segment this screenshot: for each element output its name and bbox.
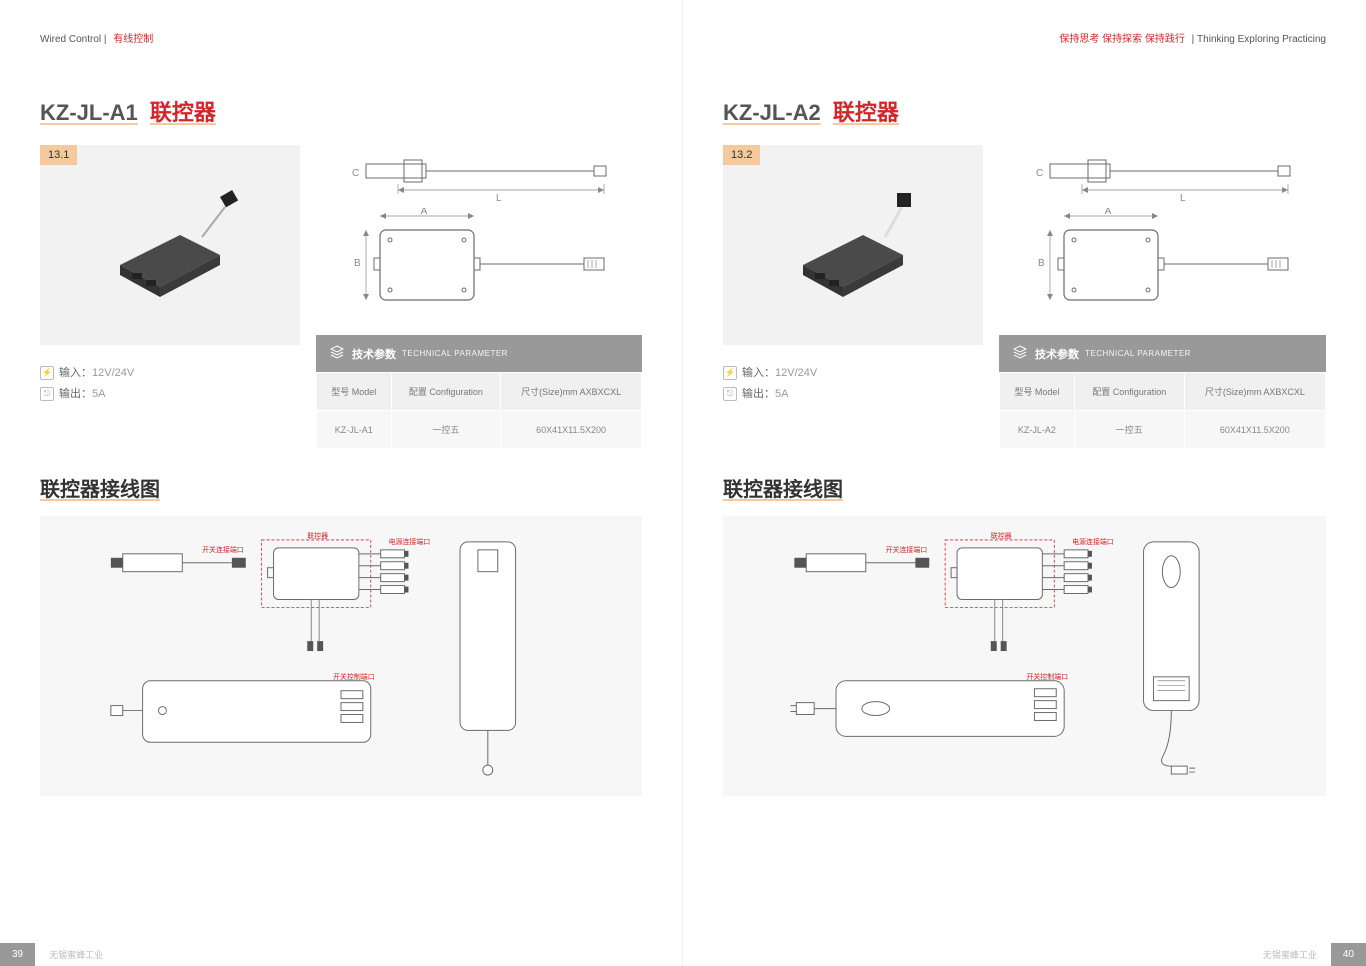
param-cn-1: 技术参数 [352,346,396,362]
page-num-left: 39 [0,943,35,966]
output-icon: ⎋ [40,387,54,401]
lbl-switch-port-2: 开关连接端口 [886,545,928,554]
input-icon-2: ⚡ [723,366,737,380]
header-left-cn: 有线控制 [113,34,153,45]
product-image-col-2: 13.2 ⚡ 输入：12V/24V [723,145,983,445]
tech-drawing-2: C L [999,145,1326,335]
wiring-title-2: 联控器接线图 [723,473,843,502]
th-size-2: 尺寸(Size)mm AXBXCXL [1184,373,1325,411]
dim-c-2: C [1036,168,1043,179]
company-right: 无锡蜜蜂工业 [1249,948,1331,961]
param-table-1: 型号 Model 配置 Configuration 尺寸(Size)mm AXB… [316,372,642,449]
param-en-2: TECHNICAL PARAMETER [1085,349,1191,358]
dim-l-2: L [1180,193,1186,202]
footer-left: 39 无锡蜜蜂工业 [0,943,682,966]
lbl-controller-2: 联控器 [991,532,1012,540]
page-right: 保持思考 保持探索 保持践行 | Thinking Exploring Prac… [683,0,1366,966]
lbl-switch-ctrl-1: 开关控制端口 [333,672,375,681]
layers-icon [330,345,344,362]
th-model-1: 型号 Model [317,373,392,411]
company-left: 无锡蜜蜂工业 [35,948,117,961]
header-right: 保持思考 保持探索 保持践行 | Thinking Exploring Prac… [723,30,1326,45]
dim-b-1: B [354,258,361,269]
product-row-1: 13.1 ⚡ 输入：12V/24V [40,145,642,445]
param-en-1: TECHNICAL PARAMETER [402,349,508,358]
section-badge-2: 13.2 [723,145,760,165]
product-model-1: KZ-JL-A1 [40,100,138,125]
output-value-2: 5A [775,388,788,400]
product-cn-1: 联控器 [150,100,216,125]
product-image-col-1: 13.1 ⚡ 输入：12V/24V [40,145,300,445]
tech-drawing-1: C L [316,145,642,335]
param-table-2: 型号 Model 配置 Configuration 尺寸(Size)mm AXB… [999,372,1326,449]
lbl-power-port-1: 电源连接端口 [389,537,431,546]
specs-1: ⚡ 输入：12V/24V ⎋ 输出：5A [40,363,300,405]
front-view-svg-1: A B [344,208,614,328]
product-model-2: KZ-JL-A2 [723,100,821,125]
lbl-power-port-2: 电源连接端口 [1072,537,1114,546]
output-label-2: 输出： [742,388,775,400]
wiring-diagram-2: 开关连接端口 联控器 电源连接端口 [723,516,1326,796]
td-config-2: 一控五 [1074,411,1184,449]
th-config-1: 配置 Configuration [391,373,501,411]
header-left-en: Wired Control [40,34,101,45]
product-image-2: 13.2 [723,145,983,345]
product-cn-2: 联控器 [833,100,899,125]
front-view-svg-2: A B [1028,208,1298,328]
input-label-2: 输入： [742,367,775,379]
td-model-2: KZ-JL-A2 [1000,411,1075,449]
dim-c-1: C [352,168,359,179]
product-details-1: C L [316,145,642,445]
top-view-svg-2: C L [1028,152,1298,202]
output-label-1: 输出： [59,388,92,400]
wiring-svg-1: 开关连接端口 联控器 电源连接端口 [56,532,626,780]
wiring-svg-2: 开关连接端口 联控器 电源连接端口 [739,532,1310,780]
device-photo-1 [90,175,250,315]
wiring-title-1: 联控器接线图 [40,473,160,502]
wiring-diagram-1: 开关连接端口 联控器 电源连接端口 [40,516,642,796]
param-header-2: 技术参数 TECHNICAL PARAMETER [999,335,1326,372]
top-view-svg-1: C L [344,152,614,202]
product-title-2: KZ-JL-A2 联控器 [723,95,1326,127]
th-config-2: 配置 Configuration [1074,373,1184,411]
product-details-2: C L [999,145,1326,445]
lbl-switch-ctrl-2: 开关控制端口 [1026,672,1068,681]
layers-icon-2 [1013,345,1027,362]
input-icon: ⚡ [40,366,54,380]
header-right-cn: 保持思考 保持探索 保持践行 [1059,34,1185,45]
header-right-en: Thinking Exploring Practicing [1197,34,1326,45]
input-label-1: 输入： [59,367,92,379]
param-cn-2: 技术参数 [1035,346,1079,362]
specs-2: ⚡ 输入：12V/24V ⎋ 输出：5A [723,363,983,405]
section-badge-1: 13.1 [40,145,77,165]
device-photo-2 [773,175,933,315]
output-icon-2: ⎋ [723,387,737,401]
product-row-2: 13.2 ⚡ 输入：12V/24V [723,145,1326,445]
td-config-1: 一控五 [391,411,501,449]
td-model-1: KZ-JL-A1 [317,411,392,449]
lbl-switch-port-1: 开关连接端口 [202,545,244,554]
page-num-right: 40 [1331,943,1366,966]
page-left: Wired Control | 有线控制 KZ-JL-A1 联控器 13.1 [0,0,683,966]
param-header-1: 技术参数 TECHNICAL PARAMETER [316,335,642,372]
dim-a-2: A [1104,208,1111,217]
product-image-1: 13.1 [40,145,300,345]
th-size-1: 尺寸(Size)mm AXBXCXL [501,373,642,411]
th-model-2: 型号 Model [1000,373,1075,411]
input-value-1: 12V/24V [92,367,134,379]
product-title-1: KZ-JL-A1 联控器 [40,95,642,127]
output-value-1: 5A [92,388,105,400]
dim-a-1: A [421,208,428,217]
td-size-2: 60X41X11.5X200 [1184,411,1325,449]
dim-l-1: L [496,193,502,202]
td-size-1: 60X41X11.5X200 [501,411,642,449]
lbl-controller-1: 联控器 [307,532,328,540]
dim-b-2: B [1038,258,1045,269]
footer-right: 无锡蜜蜂工业 40 [683,943,1366,966]
header-left: Wired Control | 有线控制 [40,30,642,45]
input-value-2: 12V/24V [775,367,817,379]
